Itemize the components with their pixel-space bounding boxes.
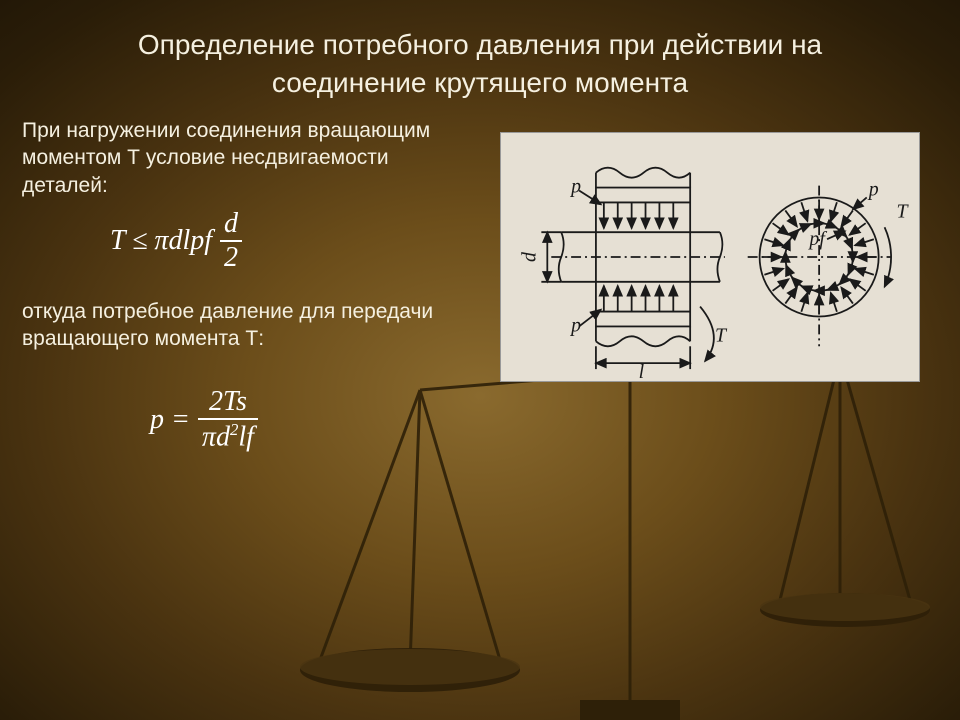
formula-2: p = 2Ts πd2lf: [150, 388, 258, 451]
paragraph-2: откуда потребное давление для передачи в…: [22, 298, 472, 353]
formula-2-den: πd2lf: [198, 418, 258, 451]
formula-1-lhs: T ≤ πdlpf: [110, 225, 212, 257]
label-p-top: p: [569, 176, 581, 198]
formula-1-den: 2: [220, 240, 242, 272]
label-pf: pf: [807, 228, 827, 250]
formula-2-lhs: p =: [150, 404, 190, 436]
paragraph-1: При нагружении соединения вращающим моме…: [22, 117, 472, 199]
label-T-right: T: [896, 200, 909, 222]
title-line-2: соединение крутящего момента: [272, 67, 688, 98]
formula-1-num: d: [220, 210, 242, 240]
slide-title: Определение потребного давления при дейс…: [0, 0, 960, 112]
label-l: l: [639, 361, 645, 381]
formula-1: T ≤ πdlpf d 2: [110, 210, 242, 272]
label-d: d: [518, 252, 540, 262]
label-p-right: p: [867, 178, 879, 200]
label-T-left: T: [715, 324, 728, 346]
diagram: p p d l T: [500, 132, 920, 382]
formula-2-num: 2Ts: [205, 388, 251, 418]
title-line-1: Определение потребного давления при дейс…: [138, 29, 822, 60]
